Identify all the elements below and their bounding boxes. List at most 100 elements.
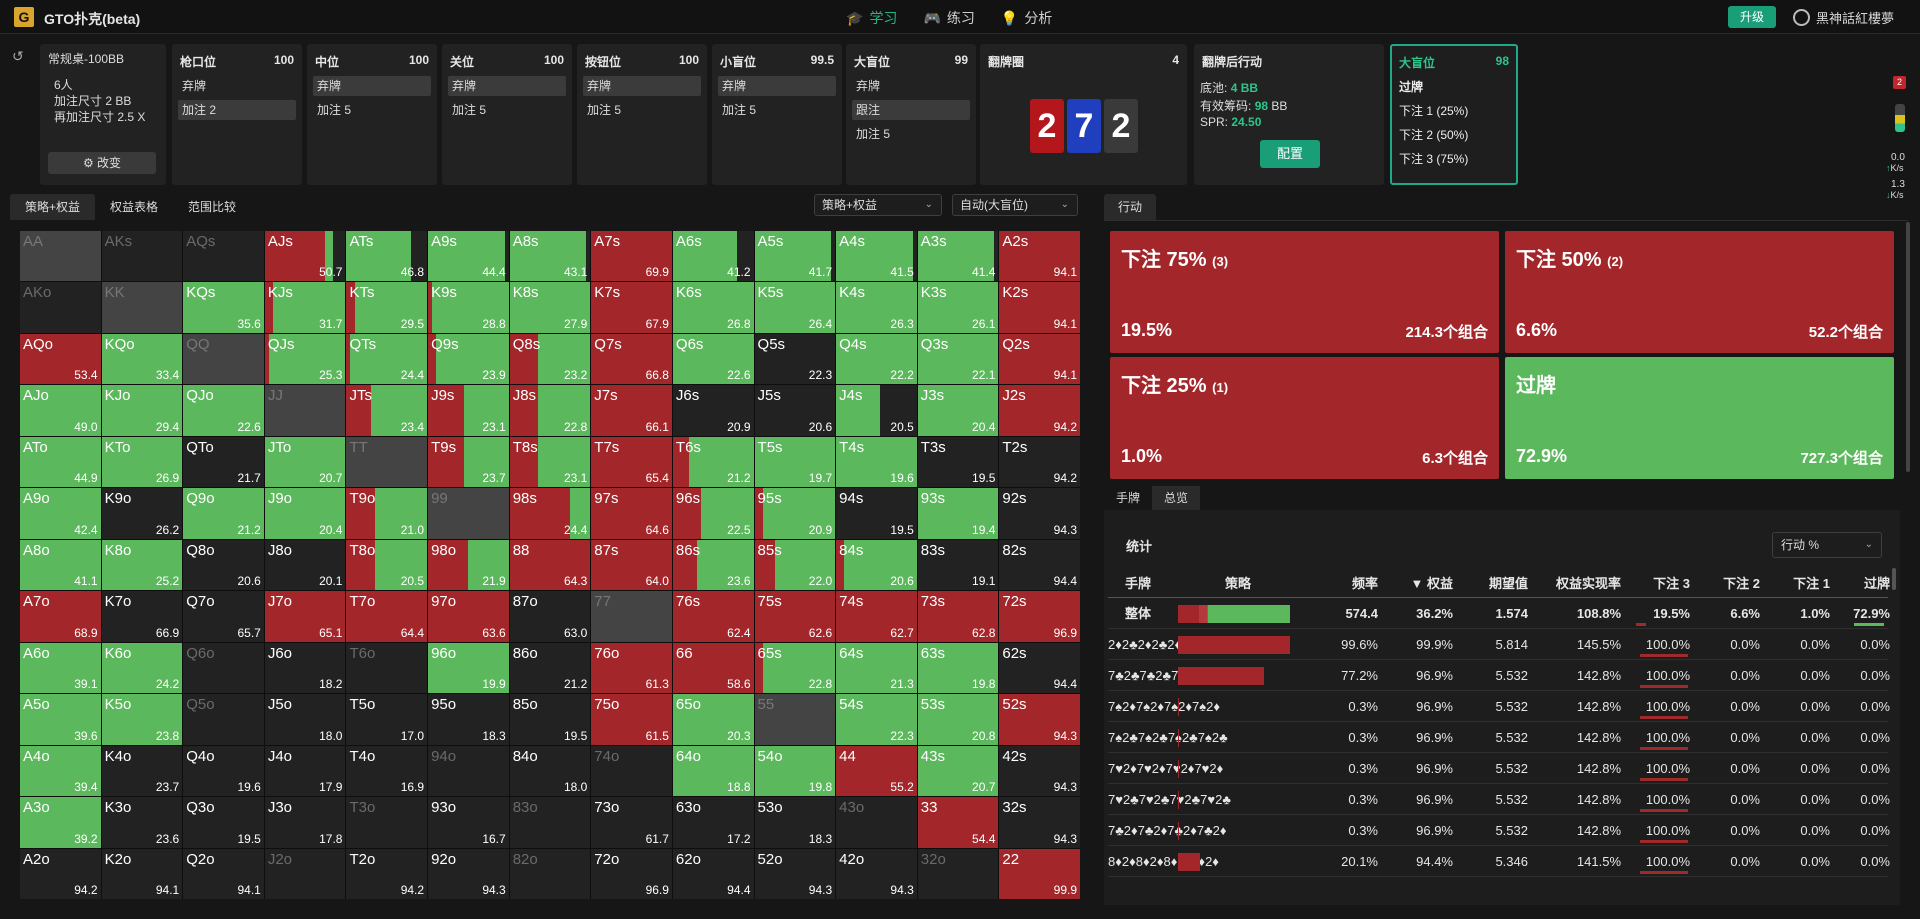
range-cell[interactable]: Q6s 22.6 xyxy=(672,333,754,385)
range-cell[interactable]: A8o 41.1 xyxy=(20,539,101,591)
range-cell[interactable]: T5s 19.7 xyxy=(754,436,836,488)
bb-option-bet3[interactable]: 下注 3 (75%) xyxy=(1399,152,1469,166)
action-percent-dropdown[interactable]: 行动 % ⌄ xyxy=(1772,532,1882,558)
range-cell[interactable]: T6o xyxy=(346,642,428,694)
range-cell[interactable]: Q3o 19.5 xyxy=(183,797,264,848)
range-cell[interactable]: Q4o 19.6 xyxy=(183,745,264,797)
range-cell[interactable]: 42s 94.3 xyxy=(999,745,1080,797)
position-action[interactable]: 弃牌 xyxy=(856,79,881,93)
app-logo[interactable]: G xyxy=(14,7,34,27)
bb-option-check[interactable]: 过牌 xyxy=(1399,80,1424,94)
range-cell[interactable]: Q8s 23.2 xyxy=(509,333,591,385)
tab-overview[interactable]: 总览 xyxy=(1152,486,1201,510)
range-cell[interactable]: 53s 20.8 xyxy=(917,694,999,745)
range-cell[interactable]: KK xyxy=(101,282,183,333)
range-cell[interactable]: T5o 17.0 xyxy=(346,694,428,745)
range-cell[interactable]: Q7o 65.7 xyxy=(183,591,264,642)
app-title[interactable]: GTO扑克(beta) xyxy=(44,11,141,27)
upgrade-button[interactable]: 升级 xyxy=(1728,6,1776,28)
range-cell[interactable]: AQo 53.4 xyxy=(20,333,101,385)
position-action[interactable]: 加注 5 xyxy=(587,103,622,117)
range-cell[interactable]: T2o 94.2 xyxy=(346,848,428,899)
range-cell[interactable]: K9s 28.8 xyxy=(428,282,509,333)
range-cell[interactable]: 75s 62.6 xyxy=(754,591,836,642)
range-cell[interactable]: J2o xyxy=(264,848,346,899)
range-cell[interactable]: K7s 67.9 xyxy=(591,282,672,333)
nav-analyze[interactable]: 💡 分析 xyxy=(1001,8,1052,28)
range-cell[interactable]: Q4s 22.2 xyxy=(836,333,917,385)
position-action[interactable]: 加注 5 xyxy=(722,103,757,117)
range-cell[interactable]: TT xyxy=(346,436,428,488)
range-cell[interactable]: 96s 22.5 xyxy=(672,488,754,539)
bb-option-bet2[interactable]: 下注 2 (50%) xyxy=(1399,128,1469,142)
tab-action[interactable]: 行动 xyxy=(1104,194,1157,220)
range-cell[interactable]: Q5o xyxy=(183,694,264,745)
stats-header-b1[interactable]: 下注 1 xyxy=(1793,576,1830,591)
tab-equity-table[interactable]: 权益表格 xyxy=(110,200,159,214)
range-cell[interactable]: 43s 20.7 xyxy=(917,745,999,797)
range-cell[interactable]: 64o 18.8 xyxy=(672,745,754,797)
action-box-3[interactable]: 下注 25% (1) 1.0% 6.3个组合 xyxy=(1110,357,1499,479)
range-cell[interactable]: K4s 26.3 xyxy=(836,282,917,333)
position-action[interactable]: 弃牌 xyxy=(182,79,207,93)
range-cell[interactable]: 83s 19.1 xyxy=(917,539,999,591)
range-cell[interactable]: 87o 63.0 xyxy=(509,591,591,642)
range-cell[interactable]: 54o 19.8 xyxy=(754,745,836,797)
range-cell[interactable]: 73s 62.8 xyxy=(917,591,999,642)
stats-row[interactable]: 2♦2♣2♦2♣2♦2♣2♦2♣ 99.6% 99.9% 5.814 145.5% 100… xyxy=(1108,629,1890,660)
range-cell[interactable]: 87s 64.0 xyxy=(591,539,672,591)
range-cell[interactable]: 65s 22.8 xyxy=(754,642,836,694)
range-cell[interactable]: 42o 94.3 xyxy=(836,848,917,899)
range-cell[interactable]: JTo 20.7 xyxy=(264,436,346,488)
range-cell[interactable]: J3s 20.4 xyxy=(917,385,999,436)
range-cell[interactable]: 94s 19.5 xyxy=(836,488,917,539)
bb-option-bet1[interactable]: 下注 1 (25%) xyxy=(1399,104,1469,118)
range-cell[interactable]: K4o 23.7 xyxy=(101,745,183,797)
range-cell[interactable]: 22 99.9 xyxy=(999,848,1080,899)
stats-row[interactable]: 7♥2♦7♥2♦7♥2♦7♥2♦ 0.3% 96.9% 5.532 142.8% 100.… xyxy=(1108,753,1890,784)
range-cell[interactable]: 86o 21.2 xyxy=(509,642,591,694)
position-action[interactable]: 加注 5 xyxy=(856,127,891,141)
range-cell[interactable]: J6s 20.9 xyxy=(672,385,754,436)
range-cell[interactable]: 93o 16.7 xyxy=(428,797,509,848)
range-cell[interactable]: A4o 39.4 xyxy=(20,745,101,797)
stats-header-check[interactable]: 过牌 xyxy=(1863,576,1890,591)
stats-header-realize[interactable]: 权益实现率 xyxy=(1555,576,1621,591)
stats-summary-row[interactable]: 整体 574.4 36.2% 1.574 108.8% 19.5% 6.6% 1.0% 72.9… xyxy=(1108,598,1890,629)
range-cell[interactable]: A8s 43.1 xyxy=(509,231,591,282)
position-action[interactable]: 弃牌 xyxy=(583,76,701,96)
position-action[interactable]: 弃牌 xyxy=(718,76,836,96)
range-cell[interactable]: 63s 19.8 xyxy=(917,642,999,694)
range-cell[interactable]: KJs 31.7 xyxy=(264,282,346,333)
stats-header-equity[interactable]: ▼ 权益 xyxy=(1410,576,1453,591)
config-button[interactable]: 配置 xyxy=(1260,140,1320,168)
range-cell[interactable]: J6o 18.2 xyxy=(264,642,346,694)
range-cell[interactable]: Q9s 23.9 xyxy=(428,333,509,385)
range-cell[interactable]: 76o 61.3 xyxy=(591,642,672,694)
range-cell[interactable]: 77 xyxy=(591,591,672,642)
stats-row[interactable]: 7♠2♣7♠2♣7♠2♣7♠2♣ 0.3% 96.9% 5.532 142.8% 100.… xyxy=(1108,722,1890,753)
range-cell[interactable]: Q6o xyxy=(183,642,264,694)
range-cell[interactable]: J4s 20.5 xyxy=(836,385,917,436)
position-action[interactable]: 加注 5 xyxy=(452,103,487,117)
range-cell[interactable]: A5o 39.6 xyxy=(20,694,101,745)
stats-row[interactable]: 7♥2♣7♥2♣7♥2♣7♥2♣ 0.3% 96.9% 5.532 142.8% 100.… xyxy=(1108,784,1890,815)
range-cell[interactable]: K6s 26.8 xyxy=(672,282,754,333)
range-cell[interactable]: Q2o 94.1 xyxy=(183,848,264,899)
range-cell[interactable]: KQs 35.6 xyxy=(183,282,264,333)
range-cell[interactable]: 63o 17.2 xyxy=(672,797,754,848)
range-cell[interactable]: J3o 17.8 xyxy=(264,797,346,848)
range-cell[interactable]: 64s 21.3 xyxy=(836,642,917,694)
range-cell[interactable]: QTs 24.4 xyxy=(346,333,428,385)
range-cell[interactable]: KQo 33.4 xyxy=(101,333,183,385)
range-cell[interactable]: 72o 96.9 xyxy=(591,848,672,899)
user-menu[interactable]: 黑神話紅樓夢 xyxy=(1793,8,1894,27)
flop-card[interactable]: 翻牌圈 4 2 7 2 xyxy=(980,44,1187,185)
range-cell[interactable]: 84s 20.6 xyxy=(836,539,917,591)
range-cell[interactable]: AJs 50.7 xyxy=(264,231,346,282)
range-cell[interactable]: A3o 39.2 xyxy=(20,797,101,848)
position-dropdown[interactable]: 自动(大盲位) ⌄ xyxy=(952,194,1078,216)
range-cell[interactable]: AA xyxy=(20,231,101,282)
range-cell[interactable]: J4o 17.9 xyxy=(264,745,346,797)
range-cell[interactable]: 43o xyxy=(836,797,917,848)
